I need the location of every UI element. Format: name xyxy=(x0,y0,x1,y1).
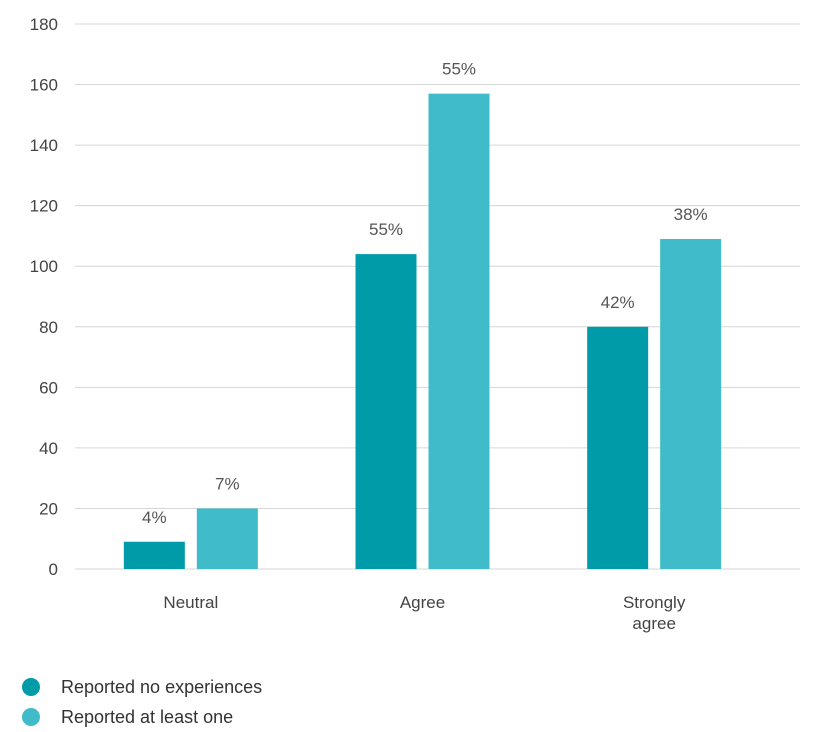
bar xyxy=(196,508,258,569)
y-tick-label: 60 xyxy=(39,378,58,397)
x-tick-label: Agree xyxy=(400,593,445,612)
x-tick-label: Neutral xyxy=(163,593,218,612)
x-tick-label: agree xyxy=(632,614,675,633)
data-label: 7% xyxy=(215,474,240,493)
legend-swatch xyxy=(22,708,40,726)
y-tick-label: 160 xyxy=(30,76,58,95)
y-tick-label: 80 xyxy=(39,318,58,337)
data-label: 55% xyxy=(442,60,476,79)
legend: Reported no experiences Reported at leas… xyxy=(22,672,262,732)
legend-label: Reported no experiences xyxy=(61,676,263,697)
y-tick-label: 120 xyxy=(30,197,58,216)
bar xyxy=(355,254,417,569)
y-tick-label: 140 xyxy=(30,136,58,155)
legend-item-no-experiences: Reported no experiences xyxy=(22,672,262,702)
data-labels: 4% 7% 55% 55% 42% 38% xyxy=(142,60,708,527)
y-axis-ticks: 0 20 40 60 80 100 120 140 160 180 xyxy=(30,15,58,579)
bar-chart: 0 20 40 60 80 100 120 140 160 180 4% 7% 55% 55% 42% 38… xyxy=(30,15,800,633)
legend-swatch xyxy=(22,678,40,696)
y-tick-label: 180 xyxy=(30,15,58,34)
bars xyxy=(123,93,722,569)
data-label: 55% xyxy=(369,220,403,239)
x-axis-ticks: Neutral Agree Strongly agree xyxy=(163,593,685,633)
bar xyxy=(587,326,649,569)
data-label: 4% xyxy=(142,508,167,527)
legend-item-at-least-one: Reported at least one xyxy=(22,702,262,732)
data-label: 42% xyxy=(601,293,635,312)
legend-label: Reported at least one xyxy=(61,706,234,727)
y-tick-label: 100 xyxy=(30,257,58,276)
y-tick-label: 40 xyxy=(39,439,58,458)
y-tick-label: 20 xyxy=(39,499,58,518)
bar xyxy=(428,93,490,569)
bar xyxy=(660,238,722,569)
y-tick-label: 0 xyxy=(49,560,58,579)
bar xyxy=(123,541,185,569)
x-tick-label: Strongly xyxy=(623,593,686,612)
data-label: 38% xyxy=(674,205,708,224)
